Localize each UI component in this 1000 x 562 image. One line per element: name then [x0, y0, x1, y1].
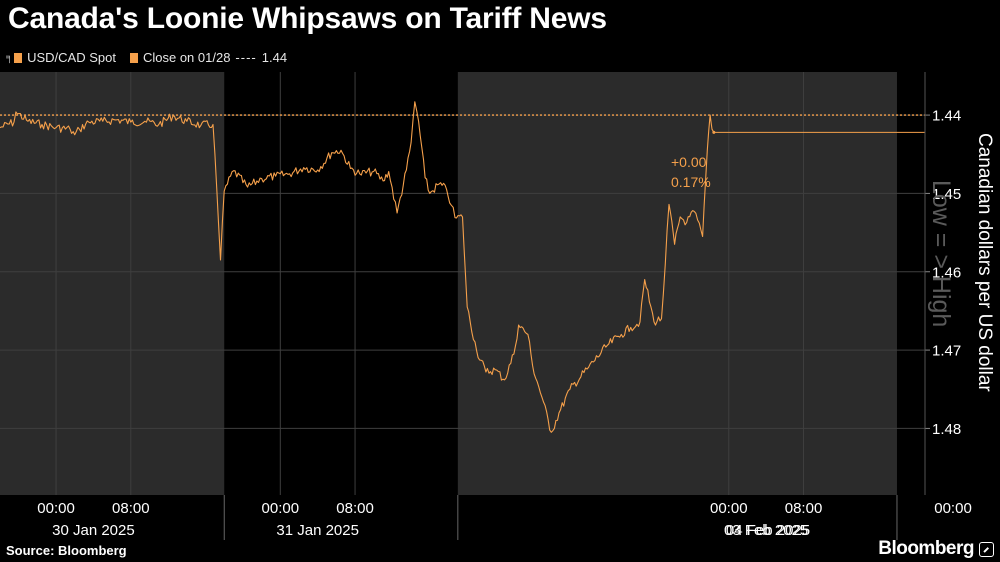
- low-high-watermark: Low = > High: [927, 180, 955, 327]
- legend-swatch-spot: [14, 52, 23, 63]
- bloomberg-mark-icon: [979, 542, 994, 557]
- gridlines: [0, 72, 925, 495]
- day-label-2: 03 Feb 2025: [724, 522, 808, 539]
- legend-item-spot: ╕ USD/CAD Spot: [6, 50, 116, 65]
- candlestick-icon: ╕: [6, 51, 14, 63]
- y-tick-label-3: 1.47: [932, 343, 961, 360]
- x-tick-label-6: 00:00: [934, 500, 972, 517]
- chart-title: Canada's Loonie Whipsaws on Tariff News: [8, 2, 607, 35]
- y-axis-ticks: 1.44 1.45 1.46 1.47 1.48: [924, 72, 961, 495]
- y-axis-label: Canadian dollars per US dollar: [974, 133, 995, 392]
- x-tick-label-2: 00:00: [262, 500, 300, 517]
- day-label-3: 04 Feb 2025: [726, 522, 810, 539]
- day-band-0: [0, 72, 225, 495]
- day-label-0: 30 Jan 2025: [52, 522, 135, 539]
- legend-label-close: Close on 01/28: [142, 50, 231, 65]
- x-tick-label-5: 08:00: [785, 500, 823, 517]
- day-label-1: 31 Jan 2025: [276, 522, 359, 539]
- legend: ╕ USD/CAD Spot Close on 01/28 ---- 1.44: [6, 50, 301, 65]
- x-tick-label-4: 00:00: [710, 500, 748, 517]
- day-shading: [0, 72, 898, 540]
- bloomberg-logo: Bloomberg: [878, 538, 974, 559]
- legend-label-spot: USD/CAD Spot: [27, 50, 116, 65]
- series-line-0: [0, 101, 715, 433]
- change-absolute: +0.00: [671, 154, 707, 170]
- x-tick-label-1: 08:00: [112, 500, 150, 517]
- legend-swatch-close: [129, 52, 138, 63]
- day-band-2: [457, 72, 897, 495]
- y-tick-label-1: 1.45: [932, 186, 961, 203]
- source-note: Source: Bloomberg: [6, 543, 127, 558]
- y-tick-label-4: 1.48: [932, 421, 961, 438]
- x-tick-label-3: 08:00: [336, 500, 374, 517]
- legend-close-value: 1.44: [261, 50, 288, 65]
- y-tick-label-2: 1.46: [932, 264, 961, 281]
- x-tick-label-0: 00:00: [37, 500, 75, 517]
- x-axis-ticks: 00:00 08:00 00:00 08:00 00:00 08:00 00:00: [37, 500, 972, 517]
- y-tick-label-0: 1.44: [932, 108, 961, 125]
- legend-dash: ----: [235, 50, 257, 65]
- change-percent: 0.17%: [671, 174, 711, 190]
- legend-item-close: Close on 01/28 ---- 1.44: [129, 50, 288, 65]
